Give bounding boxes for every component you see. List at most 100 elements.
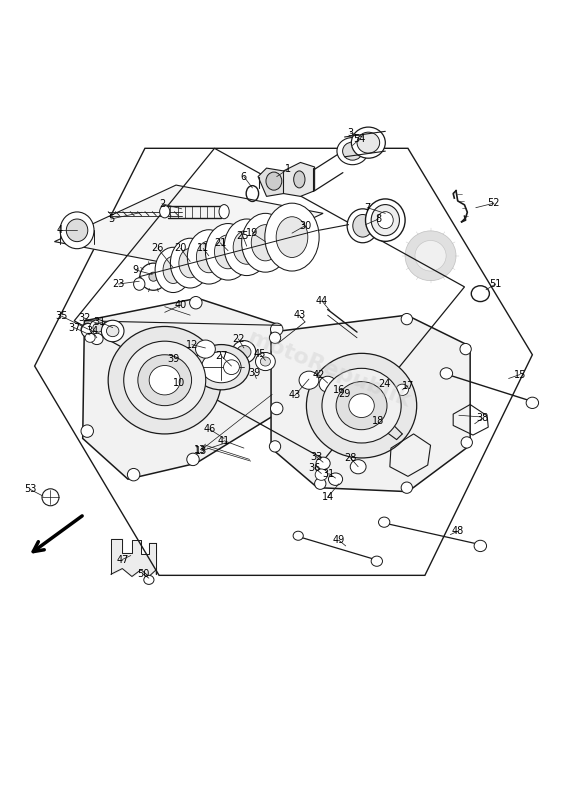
Ellipse shape: [371, 205, 399, 236]
Ellipse shape: [346, 394, 362, 409]
Ellipse shape: [415, 241, 446, 271]
Text: 11: 11: [197, 243, 209, 254]
Ellipse shape: [293, 531, 303, 540]
Ellipse shape: [342, 142, 362, 160]
Ellipse shape: [260, 357, 270, 366]
Text: motoRepublik: motoRepublik: [244, 327, 413, 411]
Ellipse shape: [401, 314, 412, 325]
Ellipse shape: [214, 235, 242, 269]
Text: 18: 18: [373, 417, 384, 426]
Text: 19: 19: [246, 228, 259, 238]
Ellipse shape: [251, 225, 280, 261]
Text: 41: 41: [218, 436, 230, 446]
Text: 50: 50: [137, 570, 150, 579]
Ellipse shape: [42, 489, 59, 506]
Ellipse shape: [461, 437, 472, 448]
Ellipse shape: [347, 209, 378, 242]
Ellipse shape: [160, 206, 170, 218]
Ellipse shape: [299, 371, 319, 390]
Ellipse shape: [201, 352, 241, 382]
Ellipse shape: [60, 212, 94, 249]
Ellipse shape: [128, 469, 140, 481]
Text: 6: 6: [241, 171, 247, 182]
Text: 13: 13: [194, 445, 206, 454]
Ellipse shape: [219, 205, 229, 218]
Text: 39: 39: [248, 368, 260, 378]
Ellipse shape: [270, 402, 283, 414]
Ellipse shape: [345, 389, 358, 400]
Polygon shape: [54, 185, 323, 270]
Ellipse shape: [237, 346, 251, 358]
Text: 4: 4: [57, 226, 63, 235]
Ellipse shape: [328, 473, 342, 486]
Ellipse shape: [108, 326, 221, 434]
Text: 33: 33: [310, 451, 323, 462]
Ellipse shape: [85, 334, 95, 342]
Text: 3: 3: [347, 128, 353, 138]
Text: 7: 7: [364, 202, 370, 213]
Ellipse shape: [270, 323, 283, 335]
Text: 16: 16: [333, 385, 345, 395]
Polygon shape: [258, 168, 289, 196]
Text: 43: 43: [293, 310, 306, 320]
Ellipse shape: [140, 263, 167, 290]
Text: 1: 1: [285, 164, 291, 174]
Ellipse shape: [107, 326, 119, 337]
Ellipse shape: [196, 340, 215, 358]
Text: 40: 40: [175, 300, 187, 310]
Text: 20: 20: [175, 243, 187, 254]
Text: 38: 38: [476, 413, 489, 423]
Ellipse shape: [378, 212, 393, 229]
Text: 52: 52: [488, 198, 500, 208]
Polygon shape: [271, 315, 470, 492]
Text: 31: 31: [323, 469, 335, 478]
Ellipse shape: [187, 453, 199, 466]
Ellipse shape: [256, 353, 276, 370]
Text: 27: 27: [215, 351, 227, 361]
Text: 10: 10: [173, 378, 185, 388]
Text: 39: 39: [167, 354, 179, 364]
Ellipse shape: [357, 132, 380, 153]
Ellipse shape: [316, 457, 330, 470]
Text: 12: 12: [185, 339, 198, 350]
Ellipse shape: [193, 345, 249, 390]
Wedge shape: [480, 289, 489, 298]
Ellipse shape: [460, 343, 471, 354]
Ellipse shape: [224, 219, 269, 275]
Text: 36: 36: [308, 463, 321, 473]
Ellipse shape: [149, 366, 180, 395]
Ellipse shape: [81, 323, 94, 335]
Text: 47: 47: [116, 554, 129, 565]
Text: 14: 14: [321, 492, 334, 502]
Ellipse shape: [124, 341, 206, 419]
Ellipse shape: [205, 223, 251, 280]
Text: 44: 44: [316, 296, 328, 306]
Polygon shape: [83, 298, 281, 479]
Ellipse shape: [187, 230, 230, 284]
Ellipse shape: [233, 230, 260, 264]
Ellipse shape: [366, 199, 405, 242]
Ellipse shape: [474, 540, 486, 551]
Ellipse shape: [155, 247, 191, 293]
Text: 35: 35: [56, 311, 68, 322]
Ellipse shape: [315, 469, 328, 480]
Text: 32: 32: [78, 313, 91, 323]
Text: 37: 37: [68, 322, 81, 333]
Text: 54: 54: [354, 134, 366, 144]
Text: 21: 21: [214, 238, 226, 248]
Ellipse shape: [93, 323, 103, 332]
Ellipse shape: [319, 376, 336, 392]
Ellipse shape: [144, 575, 154, 584]
Text: 23: 23: [112, 279, 125, 289]
Ellipse shape: [405, 231, 456, 281]
Ellipse shape: [353, 214, 373, 237]
Ellipse shape: [336, 382, 387, 430]
Ellipse shape: [371, 556, 383, 566]
Ellipse shape: [90, 320, 107, 335]
Text: 45: 45: [253, 349, 266, 358]
Text: 34: 34: [86, 326, 99, 336]
Ellipse shape: [66, 219, 88, 242]
Ellipse shape: [232, 341, 256, 363]
Ellipse shape: [134, 278, 145, 290]
Ellipse shape: [163, 256, 183, 283]
